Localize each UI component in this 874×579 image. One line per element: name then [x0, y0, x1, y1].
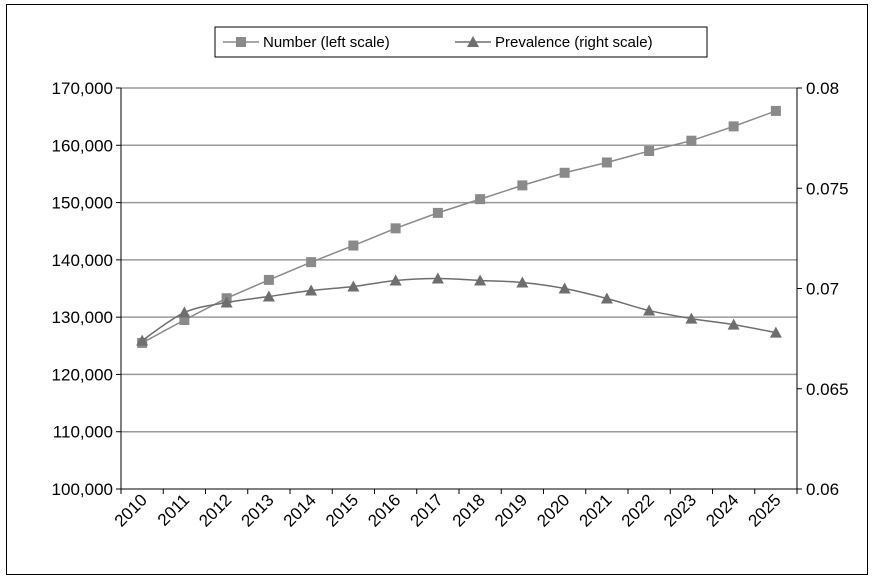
data-point: [771, 106, 781, 116]
data-point: [644, 146, 654, 156]
chart-svg: 100,000 110,000 120,000 130,000 140,000 150,0…: [6, 4, 868, 575]
data-point: [348, 241, 358, 251]
left-axis-tick-label: 130,000: [52, 308, 113, 327]
left-axis-tick-label: 100,000: [52, 480, 113, 499]
data-point: [517, 180, 527, 190]
data-point: [391, 223, 401, 233]
data-point: [433, 208, 443, 218]
data-point: [560, 168, 570, 178]
data-point: [264, 275, 274, 285]
data-point: [729, 121, 739, 131]
right-axis-tick-label: 0.06: [806, 480, 839, 499]
left-axis-tick-label: 170,000: [52, 79, 113, 98]
data-point: [686, 136, 696, 146]
data-point: [475, 194, 485, 204]
right-axis-tick-label: 0.065: [806, 380, 849, 399]
right-axis-tick-label: 0.07: [806, 280, 839, 299]
legend-square-marker: [236, 37, 246, 47]
chart-container: 100,000 110,000 120,000 130,000 140,000 150,0…: [6, 4, 868, 575]
left-axis-tick-label: 140,000: [52, 251, 113, 270]
left-axis-tick-label: 160,000: [52, 136, 113, 155]
left-axis-tick-label: 150,000: [52, 194, 113, 213]
left-axis-tick-label: 120,000: [52, 365, 113, 384]
data-point: [306, 257, 316, 267]
left-axis-tick-label: 110,000: [53, 423, 113, 442]
right-axis-tick-label: 0.075: [806, 179, 849, 198]
data-point: [602, 157, 612, 167]
legend: Number (left scale) Prevalence (right sca…: [215, 27, 707, 57]
legend-label: Prevalence (right scale): [495, 34, 653, 51]
right-axis-tick-label: 0.08: [806, 79, 839, 98]
legend-label: Number (left scale): [263, 34, 390, 51]
